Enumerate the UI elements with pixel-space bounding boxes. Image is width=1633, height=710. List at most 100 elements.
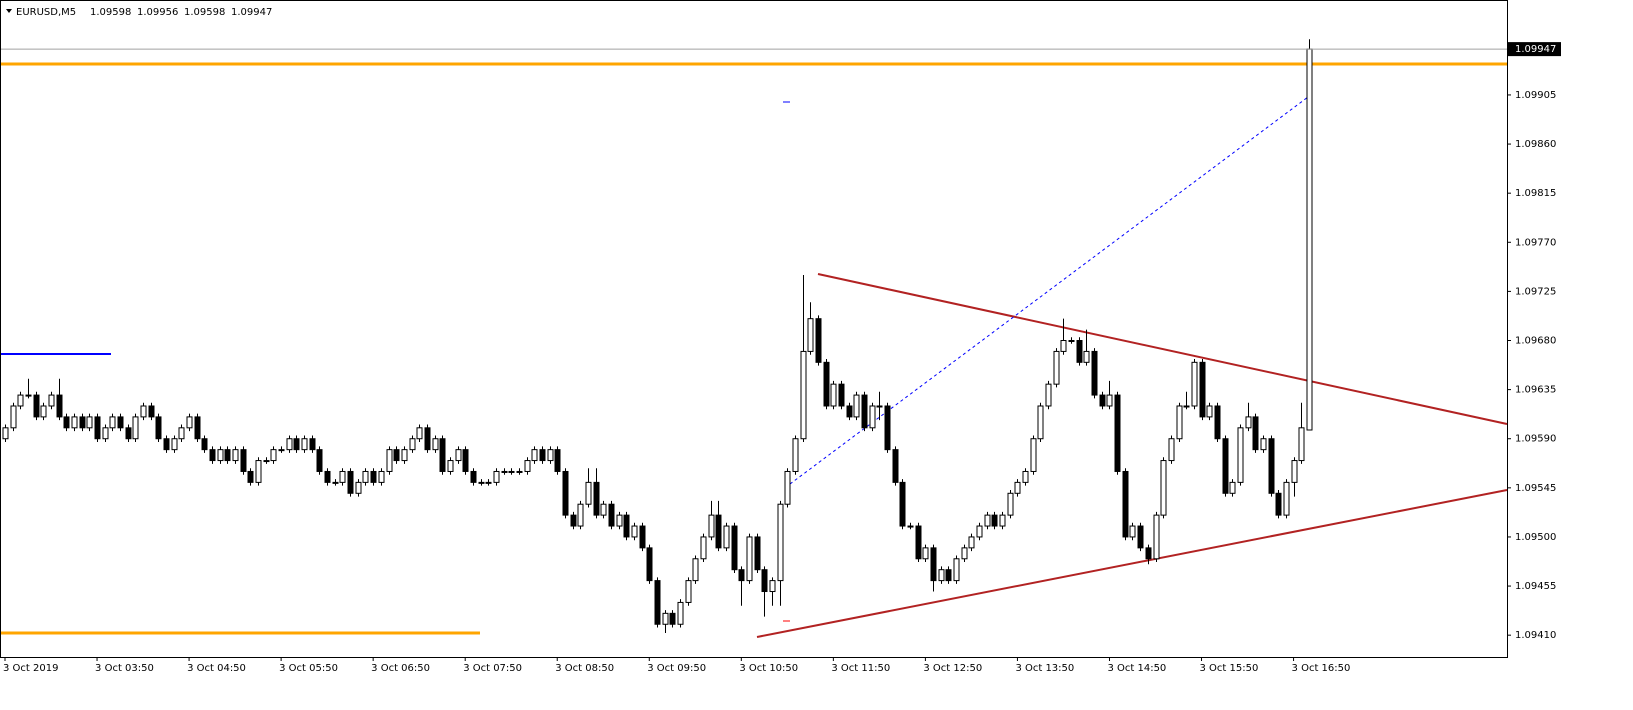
- candle-body: [86, 416, 93, 429]
- candle-body: [217, 449, 224, 462]
- candle-body: [301, 438, 308, 451]
- candle-body: [10, 405, 17, 429]
- x-tick-label: 3 Oct 15:50: [1200, 663, 1259, 674]
- candle-body: [493, 470, 500, 483]
- candle-body: [286, 438, 293, 451]
- candle-body: [209, 449, 216, 462]
- candle-body: [899, 481, 906, 527]
- candle-body: [1183, 405, 1190, 408]
- candle-body: [892, 449, 899, 483]
- candle-body: [991, 514, 998, 527]
- candle-body: [17, 394, 24, 407]
- x-tick-label: 3 Oct 2019: [3, 663, 58, 674]
- x-tick-label: 3 Oct 03:50: [95, 663, 154, 674]
- y-tick-label: 1.09455: [1515, 581, 1556, 592]
- candle-body: [1168, 438, 1175, 462]
- y-tick-label: 1.09635: [1515, 385, 1556, 396]
- candle-body: [155, 416, 162, 440]
- candle-body: [1060, 340, 1067, 352]
- candle-body: [171, 438, 178, 451]
- candle-body: [1260, 438, 1267, 451]
- candle-body: [853, 394, 860, 418]
- candle-body: [293, 438, 300, 451]
- candle-body: [1106, 394, 1113, 407]
- candle-body: [976, 525, 983, 538]
- candle-body: [163, 438, 170, 451]
- candle-body: [784, 470, 791, 505]
- symbol: EURUSD,M5: [16, 7, 76, 18]
- candle-body: [600, 503, 607, 516]
- candle-body: [1053, 350, 1060, 385]
- candle-body: [347, 470, 354, 494]
- candle-body: [723, 525, 730, 549]
- candle-body: [416, 427, 423, 440]
- candle-body: [316, 449, 323, 472]
- x-tick-label: 3 Oct 09:50: [647, 663, 706, 674]
- plot-frame: [0, 0, 1508, 658]
- candle-body: [1129, 525, 1136, 538]
- candle-body: [370, 470, 377, 483]
- candle-body: [94, 416, 101, 440]
- candle-body: [539, 449, 546, 462]
- candle-body: [823, 361, 830, 407]
- candle-body: [777, 503, 784, 582]
- candle-body: [240, 449, 247, 472]
- candle-body: [186, 416, 193, 429]
- candle-body: [339, 470, 346, 483]
- candle-body: [1037, 405, 1044, 440]
- candle-body: [1114, 394, 1121, 472]
- candle-body: [485, 481, 492, 484]
- candle-body: [224, 449, 231, 462]
- candle-body: [639, 525, 646, 549]
- candle-body: [738, 569, 745, 582]
- candle-body: [447, 460, 454, 472]
- candle-body: [524, 460, 531, 472]
- candle-body: [79, 416, 86, 429]
- candle-body: [654, 580, 661, 625]
- x-tick-label: 3 Oct 11:50: [831, 663, 890, 674]
- candle-body: [393, 449, 400, 462]
- candle-body: [616, 514, 623, 527]
- candle-body: [999, 514, 1006, 527]
- dropdown-icon[interactable]: [6, 9, 12, 13]
- candle-body: [516, 470, 523, 473]
- x-tick-label: 3 Oct 14:50: [1107, 663, 1166, 674]
- candle-body: [961, 547, 968, 560]
- y-tick-label: 1.09590: [1515, 434, 1556, 445]
- candle-body: [1229, 481, 1236, 494]
- candle-body: [194, 416, 201, 440]
- candle-body: [1206, 405, 1213, 418]
- candle-body: [71, 416, 78, 429]
- candle-body: [1030, 438, 1037, 472]
- candle-body: [861, 394, 868, 429]
- candle-body: [692, 558, 699, 582]
- y-tick-label: 1.09905: [1515, 90, 1556, 101]
- candle-body: [938, 569, 945, 582]
- candle-body: [386, 449, 393, 472]
- candle-body: [432, 438, 439, 451]
- x-tick-label: 3 Oct 05:50: [279, 663, 338, 674]
- candle-body: [968, 536, 975, 549]
- candle-body: [378, 470, 385, 483]
- candle-body: [1283, 481, 1290, 516]
- candle-body: [608, 503, 615, 527]
- candle-body: [1145, 547, 1152, 560]
- candle-body: [1252, 416, 1259, 451]
- candle-body: [623, 514, 630, 538]
- candle-body: [508, 470, 515, 473]
- x-tick-label: 3 Oct 16:50: [1292, 663, 1351, 674]
- candle-body: [1222, 438, 1229, 494]
- x-tick-label: 3 Oct 06:50: [371, 663, 430, 674]
- candle-body: [401, 449, 408, 462]
- y-tick-label: 1.09725: [1515, 286, 1556, 297]
- candle-body: [1245, 416, 1252, 429]
- candle-body: [915, 525, 922, 560]
- candle-body: [148, 405, 155, 418]
- y-tick-label: 1.09770: [1515, 237, 1556, 248]
- candle-body: [140, 405, 147, 418]
- candle-body: [362, 470, 369, 483]
- candle-body: [754, 536, 761, 571]
- candle-body: [846, 405, 853, 418]
